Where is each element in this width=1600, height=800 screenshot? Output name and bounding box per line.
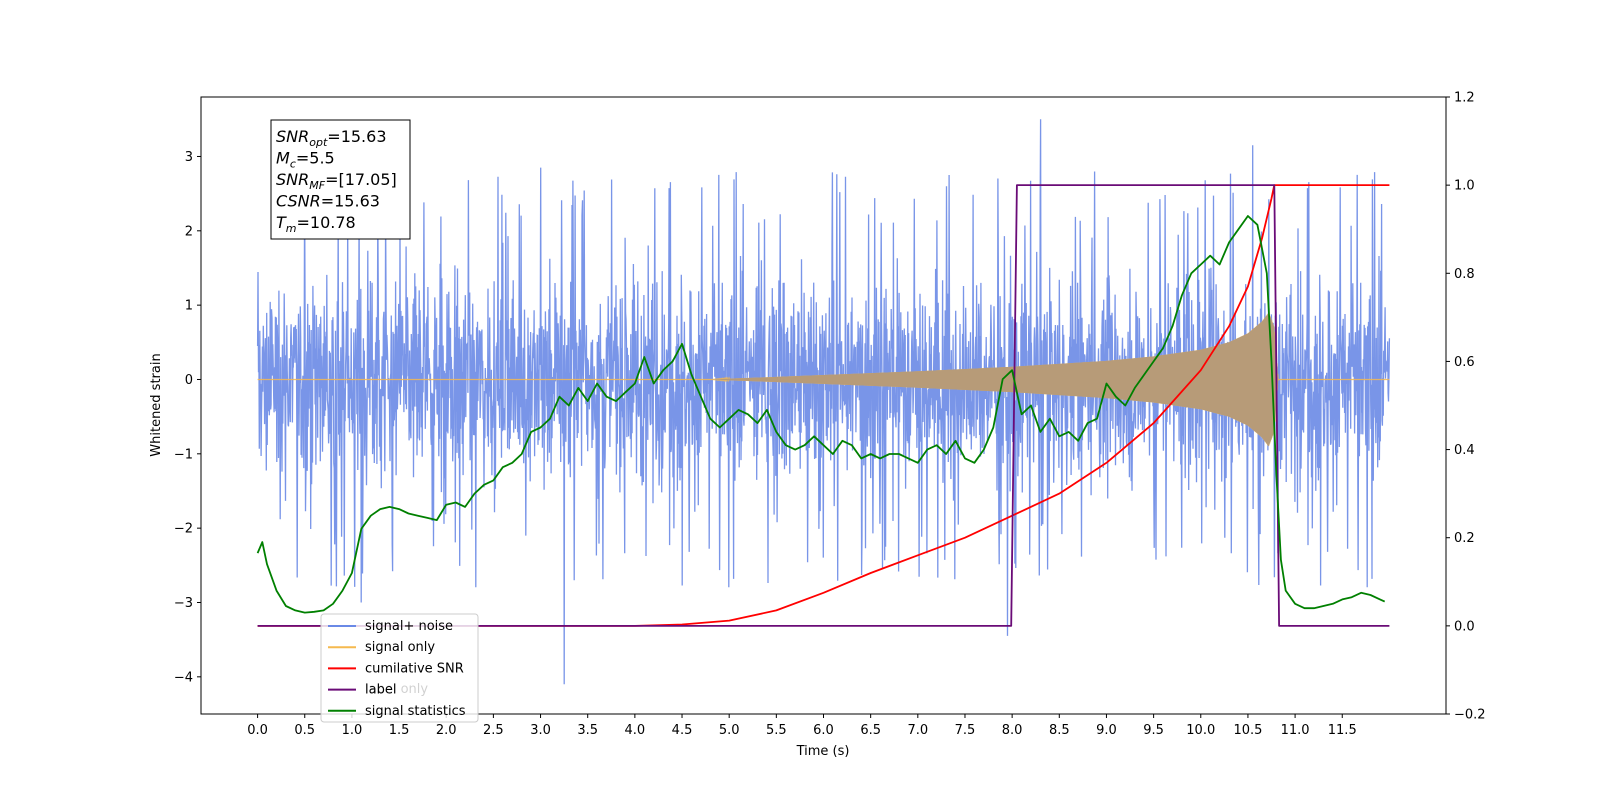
signal-series-layer [257,312,1390,447]
x-tick-label: 9.0 [1096,723,1117,738]
y-right-tick-label: 1.0 [1454,179,1475,194]
legend-entries: signal+ noise signal only cumilative SNR la… [328,619,466,719]
legend-cumilative-snr-label: cumilative SNR [365,661,464,676]
left-y-axis: −4 −3 −2 −1 0 1 2 3 [174,150,201,685]
y-right-tick-label: 1.2 [1454,91,1475,106]
series-signal-noise-line [256,119,1391,685]
series-signal-statistics-line [256,215,1386,614]
x-tick-label: 4.5 [672,723,693,738]
legend-label-label: label [365,683,396,698]
y-left-tick-label: −3 [174,596,193,611]
right-y-axis: −0.2 0.0 0.2 0.4 0.6 0.8 1.0 1.2 [1446,91,1486,723]
x-tick-label: 1.5 [389,723,410,738]
x-axis: 0.0 0.5 1.0 1.5 2.0 2.5 3.0 3.5 4.0 4.5 5.0 5.5 6.0 6… [247,714,1357,738]
x-tick-label: 2.5 [483,723,504,738]
annotation-line: Tm=10.78 [276,213,356,235]
series-cumilative-snr-line [257,184,1390,627]
legend-frame [320,613,479,723]
x-axis-label: Time (s) [796,744,850,759]
x-tick-label: 7.0 [907,723,928,738]
y-right-tick-label: 0.6 [1454,355,1475,370]
x-tick-label: 3.0 [530,723,551,738]
series-signal-only-fill [710,312,1279,447]
legend-occluded-label: label only [365,682,428,697]
x-tick-label: 5.5 [766,723,787,738]
noise-series-layer [256,119,1391,685]
y-right-tick-label: 0.0 [1454,619,1475,634]
y-left-tick-label: 3 [185,150,193,165]
x-tick-label: 0.0 [247,723,268,738]
y-right-tick-label: −0.2 [1454,708,1486,723]
x-tick-label: 10.5 [1233,723,1262,738]
y-left-tick-label: 2 [185,224,193,239]
x-tick-label: 9.5 [1143,723,1164,738]
x-tick-label: 3.5 [577,723,598,738]
x-tick-label: 8.5 [1049,723,1070,738]
y-axis-label-left: Whitened strain [149,353,164,456]
x-tick-label: 6.5 [860,723,881,738]
y-left-tick-label: 1 [185,299,193,314]
x-tick-label: 0.5 [294,723,315,738]
legend: label only signal+ noise signal only cumil… [320,613,479,723]
annotation-frame [270,119,411,240]
x-tick-label: 5.0 [719,723,740,738]
x-tick-label: 6.0 [813,723,834,738]
annotation-line: CSNR=15.63 [276,192,380,211]
x-tick-label: 4.0 [625,723,646,738]
x-tick-label: 7.5 [955,723,976,738]
annotation-line: Mc=5.5 [276,149,335,171]
legend-signal-statistics-label: signal statistics [365,704,466,719]
y-left-tick-label: 0 [185,373,193,388]
x-tick-label: 2.0 [436,723,457,738]
legend-signal-only-label: signal only [365,640,435,655]
y-left-tick-label: −4 [174,670,193,685]
stats-annotation-box: SNRopt=15.63Mc=5.5SNRMF=[17.05]CSNR=15.6… [270,119,411,240]
x-tick-label: 11.5 [1328,723,1357,738]
x-tick-label: 8.0 [1002,723,1023,738]
plot-area [256,119,1391,685]
y-left-tick-label: −1 [174,447,193,462]
y-left-tick-label: −2 [174,522,193,537]
y-right-tick-label: 0.4 [1454,443,1475,458]
annotation-line: SNRopt=15.63 [276,127,387,149]
x-tick-label: 10.0 [1186,723,1215,738]
line-series-layer [256,184,1390,627]
series-label-line [257,184,1390,627]
y-right-tick-label: 0.8 [1454,267,1475,282]
y-right-tick-label: 0.2 [1454,531,1475,546]
legend-signal-noise-label: signal+ noise [365,619,453,634]
x-tick-label: 11.0 [1281,723,1310,738]
x-tick-label: 1.0 [342,723,363,738]
annotation-line: SNRMF=[17.05] [276,170,397,192]
annotation-lines: SNRopt=15.63Mc=5.5SNRMF=[17.05]CSNR=15.6… [276,127,397,235]
